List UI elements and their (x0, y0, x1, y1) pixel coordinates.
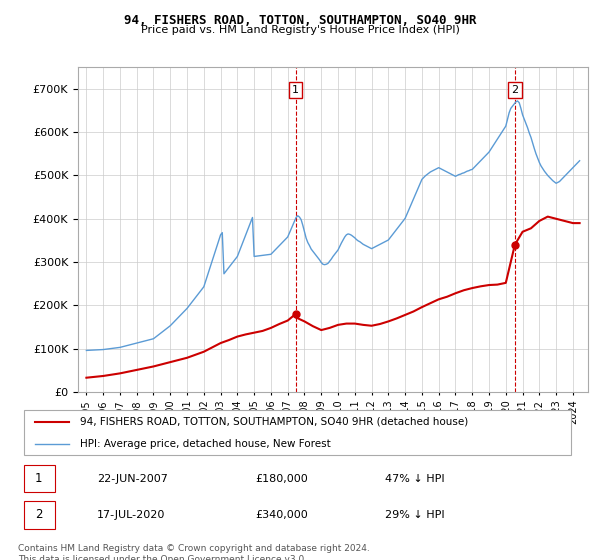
Text: 17-JUL-2020: 17-JUL-2020 (97, 510, 166, 520)
Text: 22-JUN-2007: 22-JUN-2007 (97, 474, 168, 484)
Text: 47% ↓ HPI: 47% ↓ HPI (385, 474, 444, 484)
Text: HPI: Average price, detached house, New Forest: HPI: Average price, detached house, New … (80, 438, 331, 449)
Text: 1: 1 (35, 472, 43, 485)
Text: 94, FISHERS ROAD, TOTTON, SOUTHAMPTON, SO40 9HR (detached house): 94, FISHERS ROAD, TOTTON, SOUTHAMPTON, S… (80, 417, 468, 427)
Text: £340,000: £340,000 (255, 510, 308, 520)
Text: Price paid vs. HM Land Registry's House Price Index (HPI): Price paid vs. HM Land Registry's House … (140, 25, 460, 35)
Text: 1: 1 (292, 85, 299, 95)
Text: Contains HM Land Registry data © Crown copyright and database right 2024.
This d: Contains HM Land Registry data © Crown c… (18, 544, 370, 560)
FancyBboxPatch shape (23, 465, 55, 492)
Text: 2: 2 (35, 508, 43, 521)
Text: £180,000: £180,000 (255, 474, 308, 484)
Text: 29% ↓ HPI: 29% ↓ HPI (385, 510, 444, 520)
FancyBboxPatch shape (23, 501, 55, 529)
Text: 94, FISHERS ROAD, TOTTON, SOUTHAMPTON, SO40 9HR: 94, FISHERS ROAD, TOTTON, SOUTHAMPTON, S… (124, 14, 476, 27)
FancyBboxPatch shape (23, 410, 571, 455)
Text: 2: 2 (511, 85, 518, 95)
